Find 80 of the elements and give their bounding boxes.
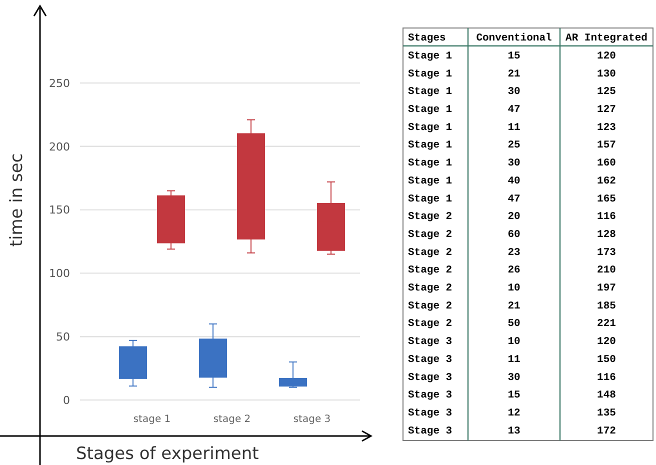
- data-label: 173: [597, 246, 616, 259]
- y-tick-label: 50: [56, 330, 70, 344]
- data-label: 21: [508, 68, 520, 80]
- text: AR Integrated: [566, 32, 648, 45]
- data-label: 221: [597, 318, 616, 330]
- data-label: 40: [508, 175, 520, 188]
- category-label: Stage 1: [408, 68, 452, 80]
- data-label: 116: [597, 372, 616, 384]
- category-label: Stage 1: [408, 158, 452, 170]
- data-label: 150: [597, 354, 616, 366]
- data-label: 20: [508, 211, 520, 224]
- category-label: Stage 3: [408, 372, 452, 384]
- category-label: Stage 1: [408, 140, 452, 152]
- category-label: Stage 1: [408, 104, 452, 116]
- category-label: Stage 1: [408, 122, 452, 134]
- data-label: 30: [508, 86, 520, 98]
- data-label: 130: [597, 68, 616, 80]
- x-tick-label: stage 1: [133, 414, 171, 425]
- category-label: Stage 3: [408, 425, 452, 438]
- data-label: 12: [508, 407, 520, 420]
- data-label: 162: [597, 175, 616, 188]
- data-label: 128: [597, 228, 616, 241]
- data-label: 165: [597, 193, 616, 206]
- category-label: Stage 3: [408, 336, 452, 348]
- category-label: Stage 2: [408, 318, 452, 330]
- y-tick-label: 250: [49, 76, 70, 90]
- category-label: Stage 3: [408, 407, 452, 420]
- data-label: 116: [597, 211, 616, 224]
- data-label: 123: [597, 122, 616, 134]
- data-label: 26: [508, 264, 520, 277]
- x-tick-label: stage 3: [293, 414, 331, 425]
- data-label: 11: [508, 122, 520, 134]
- data-label: 10: [508, 336, 520, 348]
- category-label: Stage 2: [408, 282, 452, 294]
- category-label: Stage 1: [408, 193, 452, 206]
- y-tick-label: 0: [63, 394, 70, 407]
- data-label: 15: [508, 50, 520, 62]
- data-label: 23: [508, 246, 520, 259]
- data-label: 185: [597, 300, 616, 312]
- category-label: Stage 3: [408, 390, 452, 402]
- data-label: 15: [508, 390, 520, 402]
- data-label: 120: [597, 50, 616, 62]
- category-label: Stage 2: [408, 211, 452, 224]
- category-label: Stage 2: [408, 246, 452, 259]
- category-label: Stage 2: [408, 228, 452, 241]
- data-label: 160: [597, 158, 616, 170]
- data-label: 47: [508, 104, 520, 116]
- data-label: 13: [508, 425, 520, 438]
- x-tick-label: stage 2: [213, 414, 251, 425]
- category-label: Stage 2: [408, 300, 452, 312]
- data-label: 172: [597, 425, 616, 438]
- data-label: 30: [508, 372, 520, 384]
- data-label: 30: [508, 158, 520, 170]
- data-label: 125: [597, 86, 616, 98]
- y-axis-title: time in sec: [7, 153, 27, 247]
- data-label: 21: [508, 300, 520, 312]
- data-label: 10: [508, 282, 520, 294]
- text: Stages: [408, 32, 446, 45]
- data-label: 135: [597, 407, 616, 420]
- data-label: 157: [597, 140, 616, 152]
- data-label: 127: [597, 104, 616, 116]
- data-label: 50: [508, 318, 520, 330]
- data-label: 25: [508, 140, 520, 152]
- series-label: Conventional: [476, 32, 552, 45]
- data-label: 60: [508, 228, 520, 241]
- data-label: 120: [597, 336, 616, 348]
- data-label: 197: [597, 282, 616, 294]
- y-tick-label: 200: [49, 140, 70, 154]
- data-label: 148: [597, 390, 616, 402]
- x-axis-title: Stages of experiment: [76, 444, 260, 464]
- category-label: Stage 3: [408, 354, 452, 366]
- data-label: 210: [597, 264, 616, 277]
- data-label: 11: [508, 354, 520, 366]
- data-label: 47: [508, 193, 520, 206]
- category-label: Stage 1: [408, 50, 452, 62]
- category-label: Stage 1: [408, 86, 452, 98]
- y-tick-label: 150: [49, 204, 70, 217]
- category-label: Stage 1: [408, 175, 452, 188]
- category-label: Stage 2: [408, 264, 452, 277]
- y-tick-label: 100: [49, 267, 70, 280]
